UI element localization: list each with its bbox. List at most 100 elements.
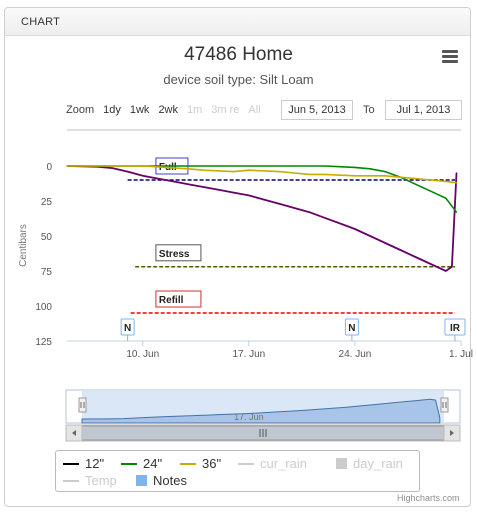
series-point	[455, 172, 458, 174]
series-point	[248, 169, 250, 171]
flag-label: N	[124, 323, 131, 334]
series-point	[142, 165, 144, 167]
legend-label-day-rain: day_rain	[353, 456, 403, 471]
x-tick-label: 17. Jun	[232, 349, 265, 360]
legend-item-24[interactable]: 24"	[121, 456, 162, 471]
zoom-button-1m[interactable]: 1m	[187, 104, 203, 116]
series-point	[324, 165, 326, 167]
series-point	[202, 186, 204, 188]
zoom-button-all[interactable]: All	[248, 104, 261, 116]
series-point	[187, 168, 189, 170]
legend-swatch-12	[63, 462, 79, 465]
y-tick-label: 25	[41, 197, 53, 208]
series-point	[339, 222, 341, 224]
series-point	[217, 189, 220, 191]
series-point	[354, 228, 356, 230]
legend-item-temp[interactable]: Temp	[63, 473, 117, 488]
panel-header: CHART	[5, 8, 470, 36]
legend-label-36: 36"	[202, 456, 222, 471]
flag-label: N	[348, 323, 355, 334]
threshold-label-stress: Stress	[159, 249, 190, 260]
flag-marker[interactable]	[344, 318, 359, 336]
legend-label-temp: Temp	[85, 473, 117, 488]
zoom-button-1dy[interactable]: 1dy	[103, 104, 121, 116]
legend-swatch-temp	[63, 479, 79, 482]
series-point	[445, 270, 447, 272]
legend-label-12: 12"	[85, 456, 105, 471]
series-point	[278, 171, 280, 173]
threshold-label-refill: Refill	[159, 295, 184, 306]
series-point	[187, 183, 189, 185]
series-point	[233, 192, 235, 194]
zoom-button-1wk[interactable]: 1wk	[129, 104, 150, 116]
credits-link[interactable]: Highcharts.com	[397, 493, 460, 503]
series-point	[324, 173, 326, 175]
y-tick-label: 125	[35, 337, 52, 348]
threshold-label-box-refill	[155, 290, 202, 308]
series-point	[354, 175, 356, 177]
export-menu-icon[interactable]	[442, 50, 458, 66]
series-point	[445, 180, 447, 182]
series-point	[278, 203, 280, 205]
flag-marker[interactable]	[120, 318, 135, 336]
legend-swatch-cur-rain	[238, 462, 254, 465]
series-point	[399, 249, 401, 251]
series-point	[354, 166, 356, 168]
series-point	[384, 171, 386, 173]
navigator-handle-right[interactable]	[440, 397, 449, 413]
y-tick-label: 100	[35, 302, 52, 313]
legend-item-day-rain[interactable]: day_rain	[336, 456, 403, 471]
series-point	[384, 242, 386, 244]
series-point	[384, 175, 386, 177]
to-date-input[interactable]: Jul 1, 2013	[385, 100, 462, 120]
series-point	[217, 165, 220, 167]
legend-label-cur-rain: cur_rain	[260, 456, 307, 471]
series-point	[414, 183, 417, 185]
series-point	[414, 178, 417, 180]
series-point	[455, 182, 458, 184]
series-point	[233, 171, 235, 173]
legend-swatch-24	[121, 462, 137, 465]
series-point	[451, 266, 453, 268]
scroll-left-arrow-icon	[72, 430, 76, 436]
navigator-x-label: 17. Jun	[234, 412, 264, 422]
series-point	[369, 235, 371, 237]
series-point	[339, 166, 341, 168]
navigator-handle-left[interactable]	[78, 397, 87, 413]
x-tick-label: 1. Jul	[449, 349, 473, 360]
zoom-button-3m[interactable]: 3m re	[211, 104, 240, 116]
series-point	[293, 207, 295, 209]
y-tick-label: 50	[41, 232, 53, 243]
series-point	[399, 176, 401, 178]
flag-label: IR	[450, 323, 461, 334]
series-point	[66, 165, 68, 167]
chart-subtitle: device soil type: Silt Loam	[163, 72, 314, 87]
legend-item-notes[interactable]: Notes	[136, 473, 187, 488]
series-point	[172, 180, 174, 182]
legend-item-cur-rain[interactable]: cur_rain	[238, 456, 307, 471]
series-point	[202, 169, 204, 171]
series-point	[127, 171, 129, 173]
series-point	[430, 190, 432, 192]
series-point	[293, 165, 295, 167]
series-point	[248, 194, 250, 196]
series-point	[293, 172, 295, 174]
series-point	[308, 173, 311, 175]
legend-item-36[interactable]: 36"	[180, 456, 221, 471]
series-point	[445, 197, 447, 199]
from-date-input[interactable]: Jun 5, 2013	[281, 100, 353, 120]
legend-label-24: 24"	[143, 456, 163, 471]
flag-marker[interactable]	[444, 318, 466, 336]
zoom-button-2wk[interactable]: 2wk	[158, 104, 178, 116]
y-axis-title: Centibars	[18, 224, 29, 267]
series-point	[455, 211, 458, 213]
legend-item-12[interactable]: 12"	[63, 456, 104, 471]
legend-swatch-day-rain	[336, 458, 347, 469]
scroll-right-arrow-icon	[450, 430, 454, 436]
panel-header-label: CHART	[21, 15, 61, 28]
series-point	[111, 167, 114, 169]
chart-title: 47486 Home	[184, 44, 293, 65]
series-point	[142, 175, 144, 177]
series-point	[414, 256, 417, 258]
